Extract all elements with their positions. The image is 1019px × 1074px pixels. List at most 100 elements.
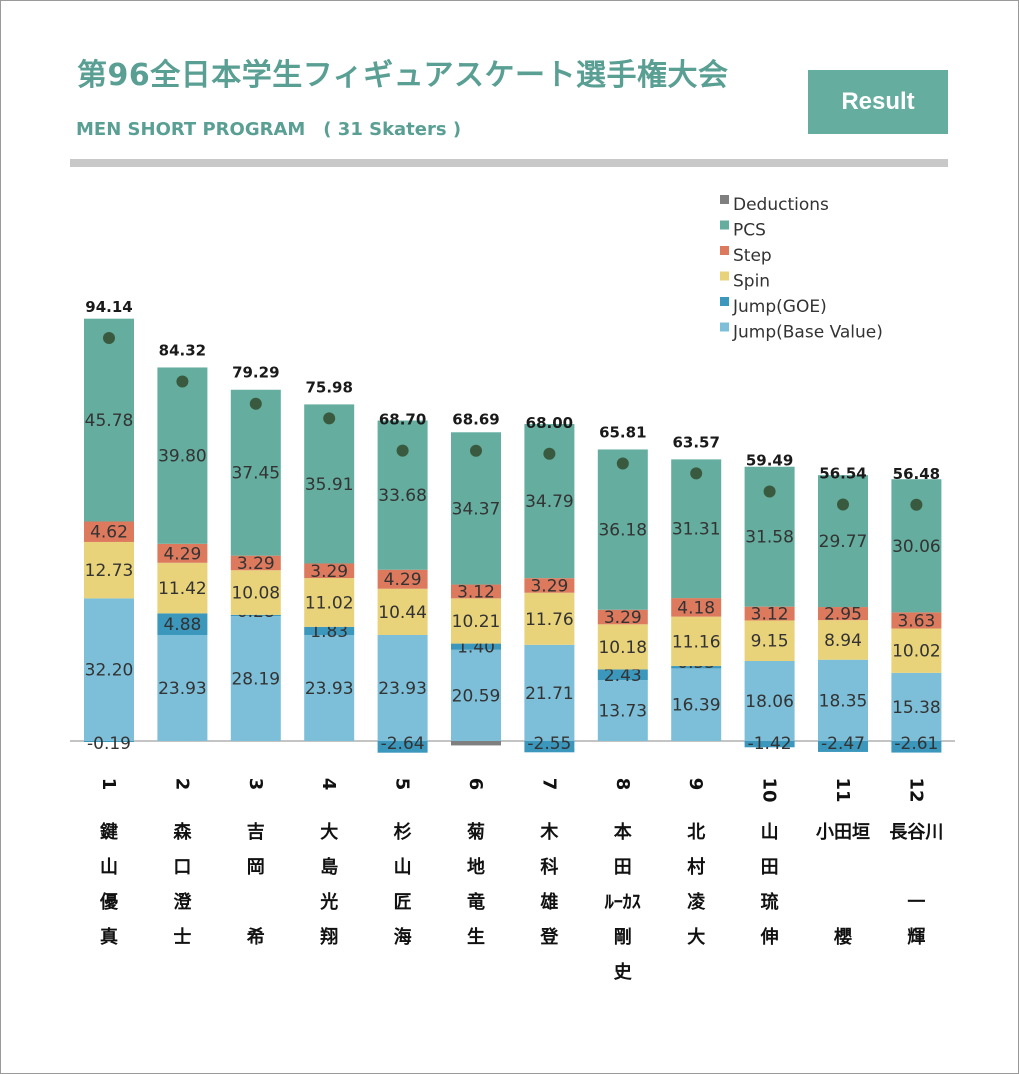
bar-deductions-6	[451, 741, 501, 746]
total-label-5: 68.70	[379, 411, 426, 429]
skater-name-char-1-1: 山	[100, 857, 118, 878]
label-jump-base-value-12: 15.38	[892, 698, 941, 718]
skater-name-char-10-3: 伸	[760, 926, 779, 948]
legend-swatch-jump-goe	[720, 297, 729, 306]
bar-jump-base-value-5	[377, 634, 428, 741]
label-spin-8: 10.18	[598, 638, 647, 658]
legend-label-jump-goe: Jump(GOE)	[732, 297, 827, 317]
bar-jump-goe-10	[744, 741, 795, 748]
label-pcs-10: 31.58	[745, 528, 794, 548]
bar-step-12	[891, 612, 942, 629]
skater-name-char-2-3: 士	[173, 927, 191, 948]
label-jump-base-value-8: 13.73	[598, 702, 647, 722]
total-marker-12	[910, 498, 923, 511]
bar-jump-base-value-2	[157, 634, 208, 741]
label-jump-goe-1: -0.19	[87, 734, 131, 754]
total-marker-3	[249, 397, 262, 410]
label-step-8: 3.29	[604, 608, 642, 628]
total-label-8: 65.81	[599, 423, 646, 441]
bar-spin-5	[377, 588, 428, 635]
skater-name-char-4-2: 光	[319, 891, 338, 913]
label-jump-base-value-1: 32.20	[85, 661, 134, 681]
skater-name-char-12-0: 長谷川	[889, 822, 943, 843]
legend-swatch-jump-base-value	[720, 322, 729, 332]
skater-name-char-12-2: 一	[907, 892, 925, 913]
total-marker-9	[690, 467, 703, 480]
label-step-12: 3.63	[897, 611, 935, 631]
bar-spin-7	[524, 592, 575, 645]
total-label-10: 59.49	[746, 451, 793, 469]
label-jump-goe-10: -1.42	[748, 734, 792, 754]
total-marker-8	[616, 457, 629, 470]
rank-label-2: 2	[171, 778, 192, 791]
label-pcs-11: 29.77	[819, 532, 868, 552]
label-pcs-12: 30.06	[892, 537, 941, 557]
label-step-7: 3.29	[530, 576, 568, 596]
skater-name-char-5-0: 杉	[394, 821, 412, 843]
skater-name-char-6-2: 竜	[467, 891, 485, 913]
label-spin-2: 11.42	[158, 579, 207, 599]
bar-jump-goe-12	[891, 741, 942, 753]
bar-jump-goe-8	[597, 669, 648, 681]
skater-name-char-10-2: 琉	[761, 891, 779, 913]
rank-label-12: 12	[905, 777, 926, 802]
skater-name-char-5-3: 海	[394, 926, 412, 948]
label-spin-9: 11.16	[672, 632, 721, 652]
bar-pcs-11	[818, 475, 868, 608]
page-subtitle: MEN SHORT PROGRAM ( 31 Skaters )	[76, 119, 462, 140]
legend-swatch-step	[720, 246, 729, 255]
label-jump-goe-11: -2.47	[821, 734, 865, 754]
skater-name-char-9-1: 村	[687, 856, 705, 878]
total-marker-11	[837, 498, 849, 511]
label-pcs-2: 39.80	[158, 447, 207, 467]
rank-label-8: 8	[612, 778, 633, 791]
bar-pcs-8	[597, 449, 648, 610]
skater-name-char-7-3: 登	[539, 926, 559, 948]
skater-name-char-7-2: 雄	[539, 891, 558, 913]
label-step-4: 3.29	[310, 562, 348, 582]
skater-name-char-6-1: 地	[467, 856, 485, 878]
rank-label-6: 6	[465, 778, 486, 791]
skater-name-char-4-1: 島	[320, 856, 338, 878]
bar-step-10	[744, 606, 795, 621]
label-jump-base-value-7: 21.71	[525, 684, 574, 704]
label-step-9: 4.18	[677, 598, 715, 618]
rank-label-5: 5	[392, 778, 413, 791]
bar-jump-base-value-11	[818, 659, 868, 741]
rank-label-11: 11	[832, 777, 853, 802]
bar-step-4	[304, 563, 355, 579]
total-marker-4	[323, 412, 336, 425]
label-step-10: 3.12	[751, 605, 789, 625]
bar-step-5	[377, 569, 428, 589]
label-jump-goe-5: -2.64	[381, 734, 425, 754]
total-label-12: 56.48	[893, 465, 940, 483]
bar-step-3	[230, 555, 281, 571]
bar-jump-goe-1	[84, 741, 134, 742]
total-label-7: 68.00	[526, 414, 573, 432]
bar-spin-3	[230, 570, 281, 615]
skater-name-char-11-0: 小田垣	[816, 822, 870, 843]
skater-name-char-2-0: 森	[173, 821, 192, 843]
legend-swatch-spin	[720, 271, 729, 281]
bar-jump-goe-6	[451, 643, 501, 650]
label-step-3: 3.29	[237, 554, 275, 574]
skater-name-char-7-1: 科	[540, 856, 558, 878]
skater-name-char-10-1: 田	[761, 857, 779, 878]
bar-jump-goe-4	[304, 626, 355, 635]
result-button[interactable]: Result	[808, 70, 948, 134]
label-step-11: 2.95	[824, 605, 862, 625]
total-label-6: 68.69	[452, 411, 499, 429]
label-pcs-4: 35.91	[305, 475, 354, 495]
bar-pcs-3	[230, 389, 281, 556]
legend-label-jump-base-value: Jump(Base Value)	[732, 323, 883, 343]
bar-jump-base-value-10	[744, 660, 795, 741]
skater-name-char-2-2: 澄	[173, 891, 192, 913]
legend-label-pcs: PCS	[733, 221, 766, 241]
bar-jump-base-value-8	[597, 680, 648, 741]
skater-name-char-3-1: 岡	[247, 857, 265, 878]
label-jump-base-value-11: 18.35	[819, 691, 868, 711]
bar-spin-11	[818, 620, 868, 660]
total-label-11: 56.54	[819, 465, 866, 483]
rank-label-4: 4	[318, 778, 339, 791]
label-pcs-7: 34.79	[525, 492, 574, 512]
